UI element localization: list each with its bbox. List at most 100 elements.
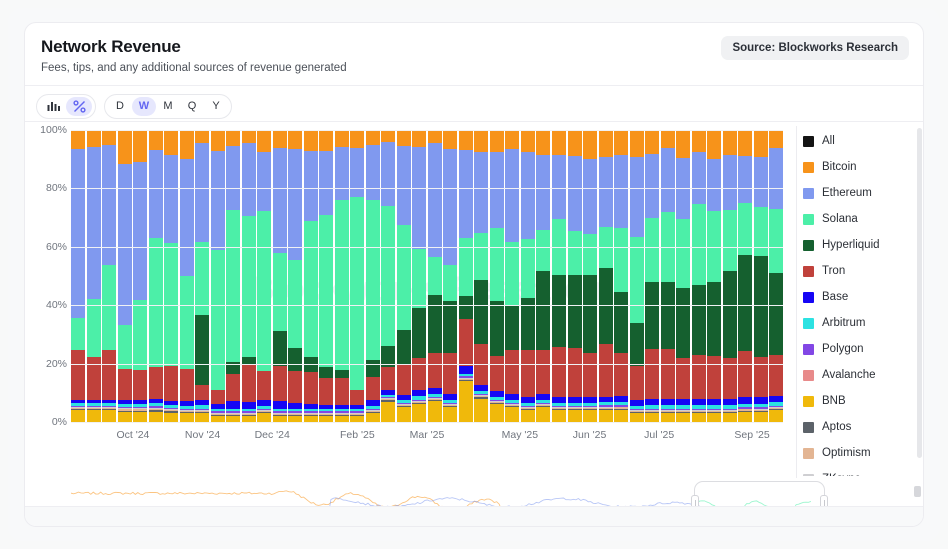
bar-segment-base bbox=[303, 403, 318, 410]
bar-segment-polygon bbox=[303, 411, 318, 413]
bar-segment-ethereum bbox=[350, 147, 365, 198]
bar-column[interactable] bbox=[722, 130, 737, 422]
bar-column[interactable] bbox=[536, 130, 551, 422]
bar-segment-optimism bbox=[365, 410, 380, 413]
bar-segment-bitcoin bbox=[226, 130, 241, 146]
legend-item-hyperliquid[interactable]: Hyperliquid bbox=[803, 232, 919, 258]
bar-segment-aptos bbox=[707, 412, 722, 414]
bar-column[interactable] bbox=[551, 130, 566, 422]
bar-column[interactable] bbox=[614, 130, 629, 422]
bar-segment-hyperliquid bbox=[319, 366, 334, 379]
bar-column[interactable] bbox=[86, 130, 101, 422]
bar-segment-zksync bbox=[645, 410, 660, 411]
interval-button-q[interactable]: Q bbox=[187, 100, 197, 112]
legend-scrollbar-thumb[interactable] bbox=[917, 128, 922, 458]
y-axis-tick-label: 0% bbox=[51, 416, 67, 428]
bar-segment-bitcoin bbox=[257, 130, 272, 153]
bar-column[interactable] bbox=[676, 130, 691, 422]
bar-segment-ethereum bbox=[769, 147, 784, 209]
legend-item-zksync[interactable]: ZKsync bbox=[803, 466, 919, 476]
bar-segment-zksync bbox=[505, 404, 520, 406]
bar-column[interactable] bbox=[738, 130, 753, 422]
bar-column[interactable] bbox=[660, 130, 675, 422]
bar-column[interactable] bbox=[210, 130, 225, 422]
bar-segment-optimism bbox=[660, 410, 675, 413]
bar-segment-base bbox=[645, 398, 660, 406]
bar-column[interactable] bbox=[241, 130, 256, 422]
bar-column[interactable] bbox=[583, 130, 598, 422]
bar-chart-icon-button[interactable] bbox=[40, 97, 66, 116]
bar-column[interactable] bbox=[412, 130, 427, 422]
bar-column[interactable] bbox=[334, 130, 349, 422]
bar-segment-tron bbox=[645, 349, 660, 399]
bar-segment-arbitrum bbox=[365, 405, 380, 409]
bar-column[interactable] bbox=[381, 130, 396, 422]
bar-column[interactable] bbox=[319, 130, 334, 422]
bar-column[interactable] bbox=[71, 130, 86, 422]
bar-column[interactable] bbox=[769, 130, 784, 422]
bar-column[interactable] bbox=[133, 130, 148, 422]
bar-column[interactable] bbox=[148, 130, 163, 422]
legend-item-aptos[interactable]: Aptos bbox=[803, 414, 919, 440]
bar-column[interactable] bbox=[396, 130, 411, 422]
interval-button-w[interactable]: W bbox=[132, 96, 156, 116]
legend-item-arbitrum[interactable]: Arbitrum bbox=[803, 310, 919, 336]
bar-segment-bnb bbox=[753, 411, 768, 422]
bar-column[interactable] bbox=[474, 130, 489, 422]
interval-button-y[interactable]: Y bbox=[212, 100, 220, 112]
bar-column[interactable] bbox=[102, 130, 117, 422]
bar-column[interactable] bbox=[303, 130, 318, 422]
bar-column[interactable] bbox=[753, 130, 768, 422]
bar-segment-tron bbox=[660, 348, 675, 399]
stacked-bar-plot[interactable]: Blockworks Research bbox=[71, 130, 784, 422]
bar-column[interactable] bbox=[629, 130, 644, 422]
bar-segment-zksync bbox=[288, 412, 303, 414]
interval-button-m[interactable]: M bbox=[163, 100, 173, 112]
bar-column[interactable] bbox=[645, 130, 660, 422]
bar-column[interactable] bbox=[567, 130, 582, 422]
legend-item-optimism[interactable]: Optimism bbox=[803, 440, 919, 466]
legend-item-tron[interactable]: Tron bbox=[803, 258, 919, 284]
bar-column[interactable] bbox=[288, 130, 303, 422]
bar-column[interactable] bbox=[179, 130, 194, 422]
bar-column[interactable] bbox=[164, 130, 179, 422]
bar-segment-arbitrum bbox=[551, 402, 566, 406]
bar-segment-zksync bbox=[148, 407, 163, 409]
interval-button-d[interactable]: D bbox=[116, 100, 124, 112]
navigator-scroll-thumb[interactable] bbox=[914, 486, 921, 497]
bar-segment-bitcoin bbox=[458, 130, 473, 151]
bar-column[interactable] bbox=[117, 130, 132, 422]
gridline bbox=[71, 188, 783, 190]
bar-column[interactable] bbox=[195, 130, 210, 422]
legend-item-polygon[interactable]: Polygon bbox=[803, 336, 919, 362]
bar-segment-ethereum bbox=[458, 150, 473, 238]
bar-column[interactable] bbox=[365, 130, 380, 422]
bar-column[interactable] bbox=[272, 130, 287, 422]
legend-scrollbar[interactable] bbox=[917, 128, 922, 476]
legend-item-bnb[interactable]: BNB bbox=[803, 388, 919, 414]
bar-column[interactable] bbox=[489, 130, 504, 422]
bar-column[interactable] bbox=[707, 130, 722, 422]
bar-column[interactable] bbox=[257, 130, 272, 422]
bar-column[interactable] bbox=[427, 130, 442, 422]
legend-item-bitcoin[interactable]: Bitcoin bbox=[803, 154, 919, 180]
legend-item-base[interactable]: Base bbox=[803, 284, 919, 310]
bar-segment-ethereum bbox=[645, 154, 660, 219]
legend-item-ethereum[interactable]: Ethereum bbox=[803, 180, 919, 206]
bar-segment-zksync bbox=[753, 408, 768, 410]
bar-column[interactable] bbox=[458, 130, 473, 422]
bar-column[interactable] bbox=[598, 130, 613, 422]
bar-segment-optimism bbox=[427, 399, 442, 401]
bar-column[interactable] bbox=[226, 130, 241, 422]
percent-icon-button[interactable] bbox=[66, 96, 92, 116]
bar-column[interactable] bbox=[691, 130, 706, 422]
bar-column[interactable] bbox=[443, 130, 458, 422]
bar-column[interactable] bbox=[350, 130, 365, 422]
bar-segment-optimism bbox=[164, 410, 179, 412]
bar-column[interactable] bbox=[520, 130, 535, 422]
legend-item-all[interactable]: All bbox=[803, 128, 919, 154]
legend-item-avalanche[interactable]: Avalanche bbox=[803, 362, 919, 388]
bar-column[interactable] bbox=[505, 130, 520, 422]
bar-segment-base bbox=[614, 396, 629, 403]
legend-item-solana[interactable]: Solana bbox=[803, 206, 919, 232]
